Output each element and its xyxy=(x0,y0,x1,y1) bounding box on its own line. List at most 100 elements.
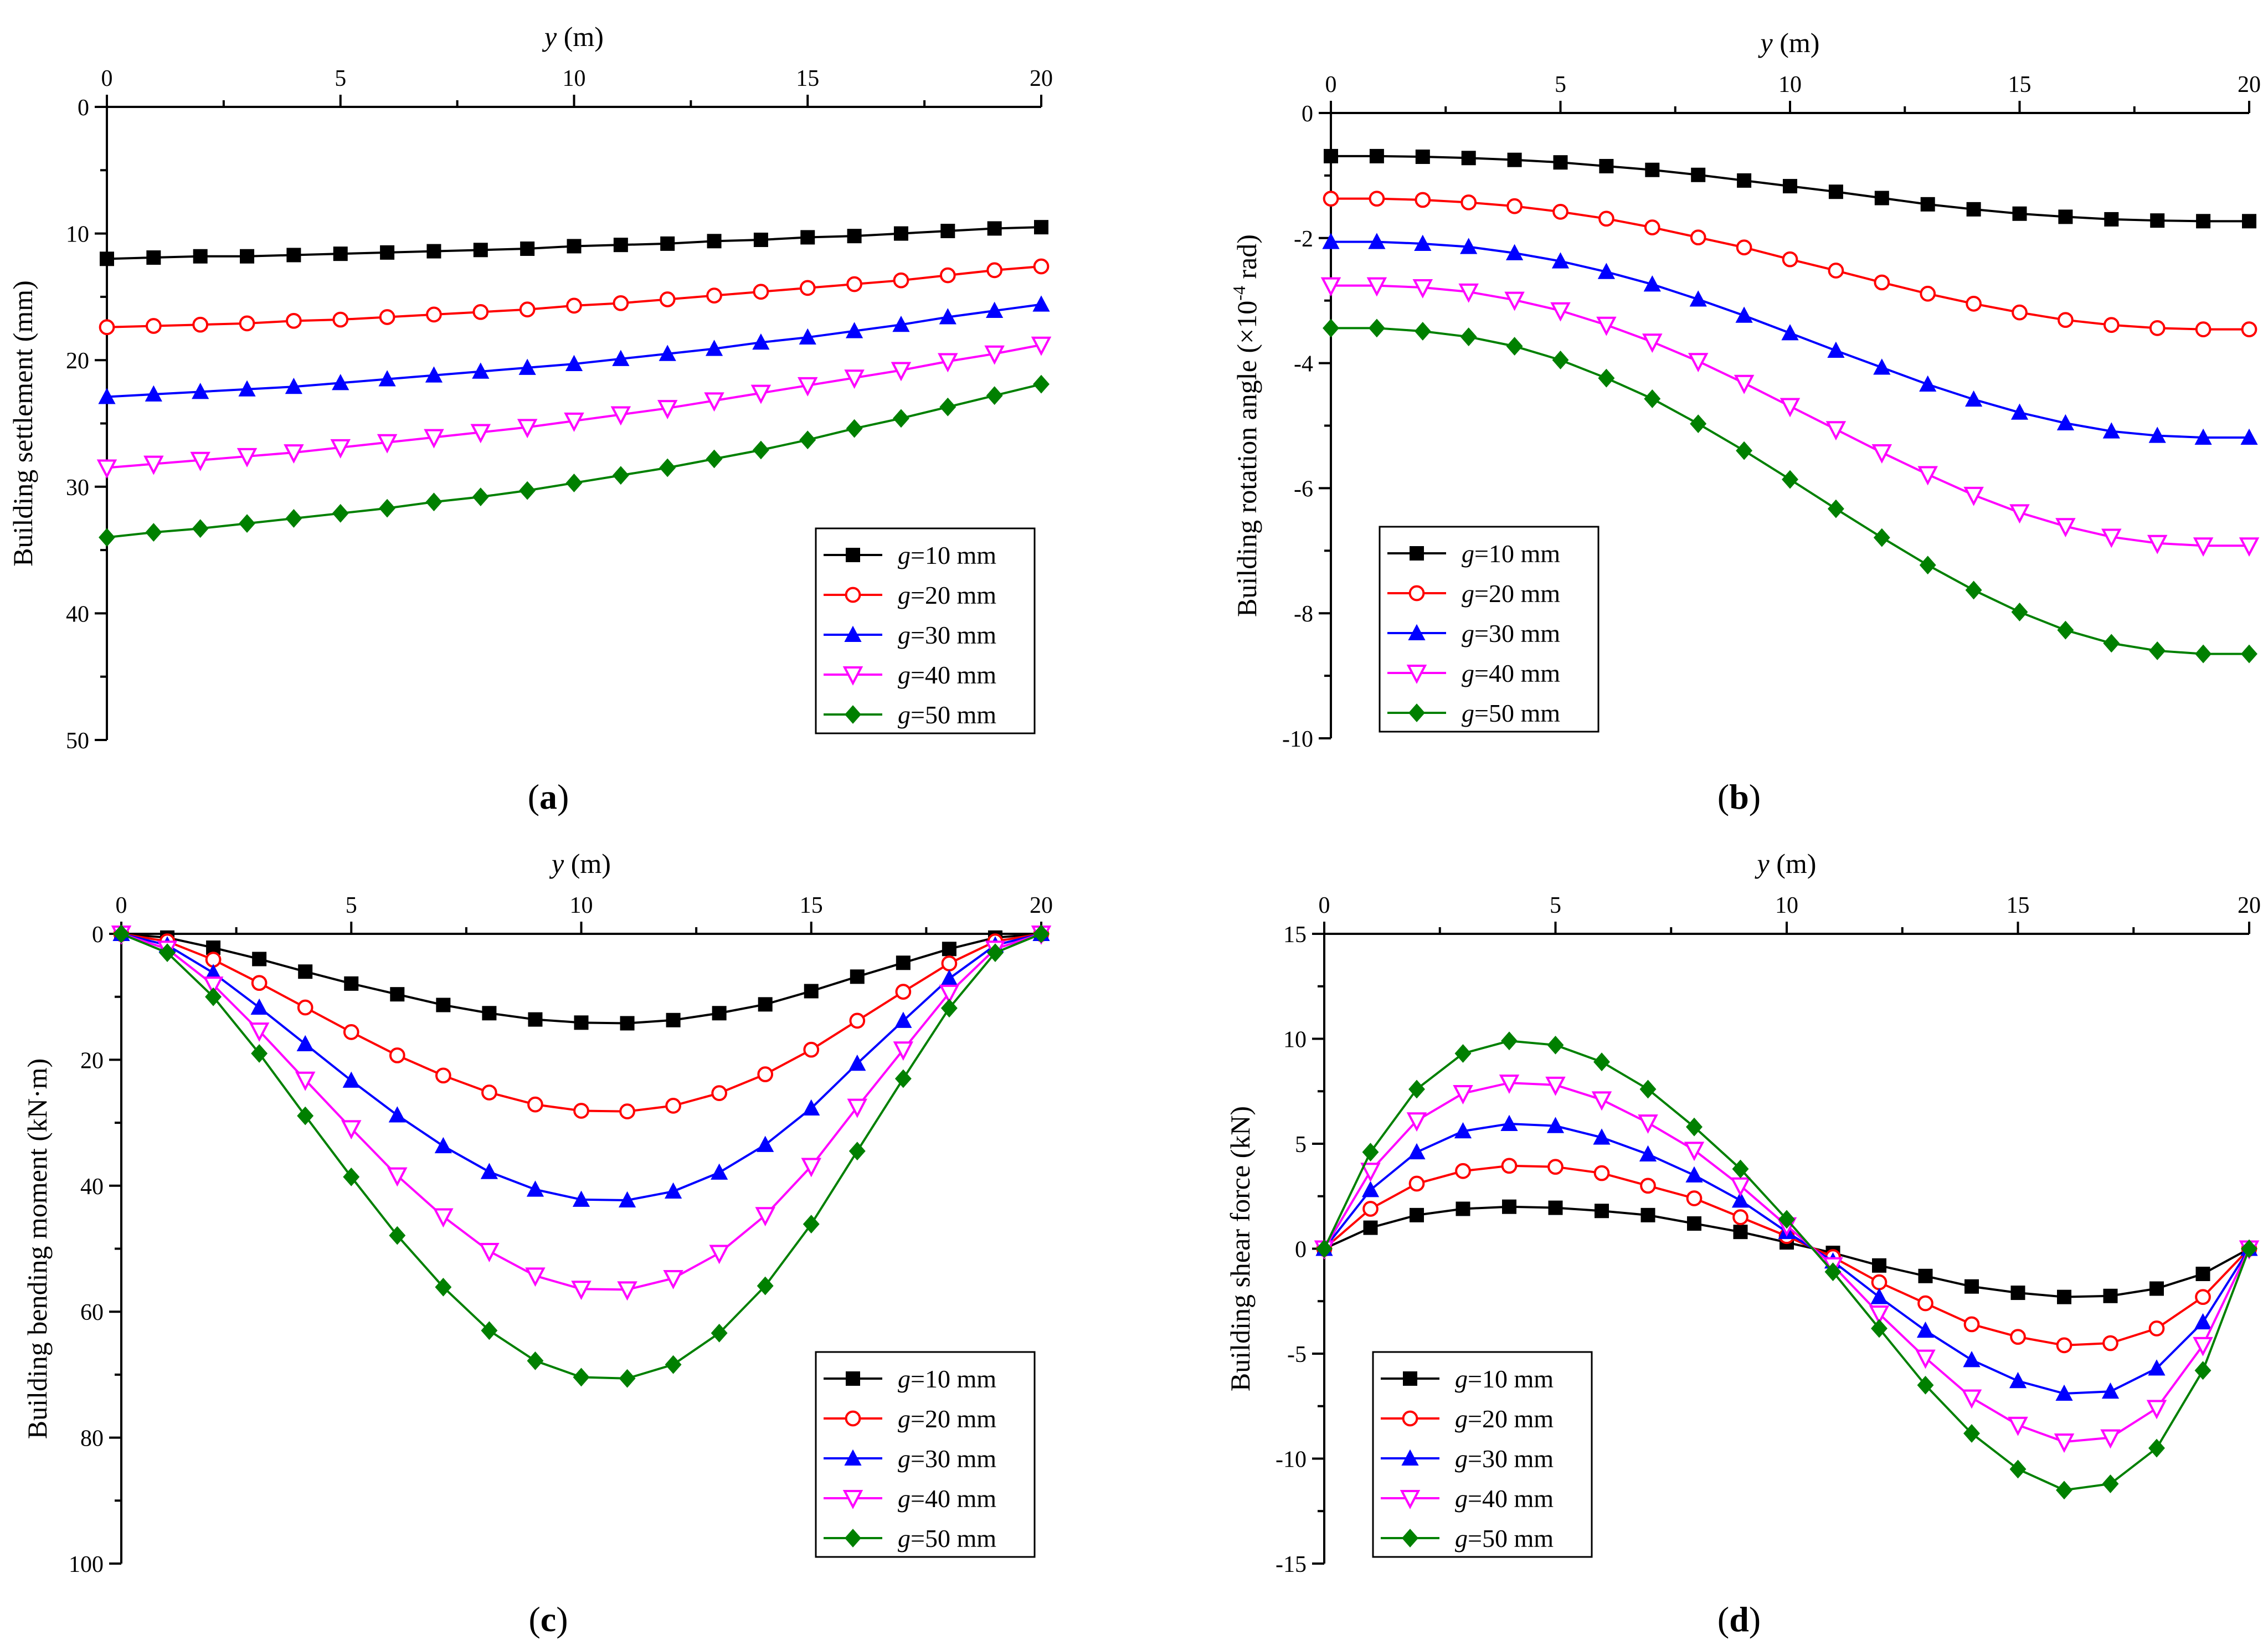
data-point xyxy=(1415,192,1431,208)
data-point xyxy=(799,328,816,345)
y-tick-label: -8 xyxy=(1294,602,1313,627)
y-tick-label: 0 xyxy=(78,95,89,121)
data-point xyxy=(297,1106,314,1125)
data-point xyxy=(940,224,955,239)
data-point xyxy=(1639,1079,1657,1099)
data-point xyxy=(1368,233,1386,249)
data-point xyxy=(332,503,349,523)
data-point xyxy=(472,487,489,506)
data-point xyxy=(984,345,1005,365)
legend-marker xyxy=(844,1449,862,1466)
data-point xyxy=(1369,191,1385,207)
data-point xyxy=(1593,1165,1610,1181)
data-point xyxy=(2195,644,2212,664)
data-point xyxy=(940,999,958,1018)
x-axis-title: y (m) xyxy=(549,848,611,879)
data-point xyxy=(1460,238,1478,254)
data-point xyxy=(1825,421,1847,441)
data-point xyxy=(986,262,1003,279)
chart-panel-c: 0 5 10 15 20 0 20 40 60 80 100 y (m) Building bendin… xyxy=(22,848,1053,1639)
legend-label: g=20 mm xyxy=(898,581,996,609)
data-point xyxy=(520,241,535,256)
data-point xyxy=(1915,1349,1936,1369)
legend-marker xyxy=(846,548,860,562)
data-point xyxy=(757,1066,774,1082)
data-point xyxy=(1033,924,1050,943)
data-point xyxy=(379,498,396,518)
data-point xyxy=(2241,321,2257,337)
data-point xyxy=(987,221,1002,236)
y-tick-label: 100 xyxy=(69,1552,104,1577)
data-point xyxy=(1553,155,1568,170)
y-tick-label: -5 xyxy=(1287,1342,1307,1368)
data-point xyxy=(2055,518,2076,538)
data-point xyxy=(750,384,772,404)
data-point xyxy=(113,924,130,943)
data-point xyxy=(1872,1258,1886,1273)
legend-label: g=50 mm xyxy=(898,1524,996,1553)
data-point xyxy=(895,984,912,1000)
data-point xyxy=(1453,1085,1473,1104)
y-axis-title: Building bending moment (kN·m) xyxy=(22,1058,53,1439)
data-point xyxy=(660,236,675,251)
data-point xyxy=(238,380,256,397)
data-point xyxy=(472,362,490,379)
data-point xyxy=(565,474,583,492)
data-point xyxy=(1406,1112,1427,1132)
legend-item: g=20 mm xyxy=(1381,1405,1554,1433)
data-point xyxy=(752,440,769,460)
legend-item: g=40 mm xyxy=(824,661,996,689)
data-point xyxy=(1596,316,1617,336)
data-point xyxy=(1918,1268,1933,1283)
data-point xyxy=(618,1191,636,1207)
data-point xyxy=(850,969,865,984)
legend-marker xyxy=(1408,585,1425,602)
data-point xyxy=(1963,486,1984,506)
data-point xyxy=(1961,1389,1982,1409)
data-point xyxy=(1034,220,1048,235)
panel-label: (a) xyxy=(528,777,569,816)
y-tick-label: 10 xyxy=(1283,1027,1307,1053)
data-point xyxy=(2056,414,2074,430)
data-point xyxy=(1032,295,1050,312)
data-point xyxy=(893,1041,914,1061)
data-point xyxy=(342,1071,360,1088)
legend-item: g=50 mm xyxy=(824,1524,996,1553)
data-point xyxy=(387,1167,408,1187)
series-2 xyxy=(1316,1158,2257,1354)
data-point xyxy=(1361,1181,1380,1197)
legend-label: g=30 mm xyxy=(1455,1444,1554,1473)
data-point xyxy=(799,430,816,450)
legend-marker xyxy=(845,587,861,603)
legend-marker xyxy=(845,1410,861,1427)
x-tick-label: 0 xyxy=(101,66,113,91)
data-point xyxy=(1410,1207,1424,1222)
data-point xyxy=(706,287,722,304)
legend: g=10 mm g=20 mm g=30 mm g=40 mm g=50 mm xyxy=(1372,1351,1593,1558)
legend-label: g=40 mm xyxy=(898,1484,996,1513)
legend: g=10 mm g=20 mm g=30 mm g=40 mm g=50 mm xyxy=(815,1351,1036,1558)
data-point xyxy=(2241,644,2257,664)
data-point xyxy=(1871,1319,1888,1338)
data-point xyxy=(482,1006,497,1021)
legend-item: g=30 mm xyxy=(1387,619,1560,647)
data-point xyxy=(2102,422,2120,439)
legend: g=10 mm g=20 mm g=30 mm g=40 mm g=50 mm xyxy=(815,527,1036,734)
data-point xyxy=(1919,556,1936,575)
data-point xyxy=(1920,285,1936,302)
data-point xyxy=(986,386,1003,405)
series-5 xyxy=(99,374,1050,547)
legend-marker xyxy=(1406,665,1427,684)
series-5 xyxy=(1316,1031,2257,1500)
data-point xyxy=(252,952,267,967)
data-point xyxy=(436,998,451,1012)
data-point xyxy=(797,377,818,397)
data-point xyxy=(145,385,162,402)
data-point xyxy=(1362,1143,1379,1162)
legend-marker xyxy=(1400,1490,1421,1509)
data-point xyxy=(525,1267,546,1287)
series-2 xyxy=(99,258,1050,336)
y-tick-label: -4 xyxy=(1294,352,1313,377)
x-tick-label: 10 xyxy=(563,66,586,91)
data-point xyxy=(1456,1201,1470,1216)
